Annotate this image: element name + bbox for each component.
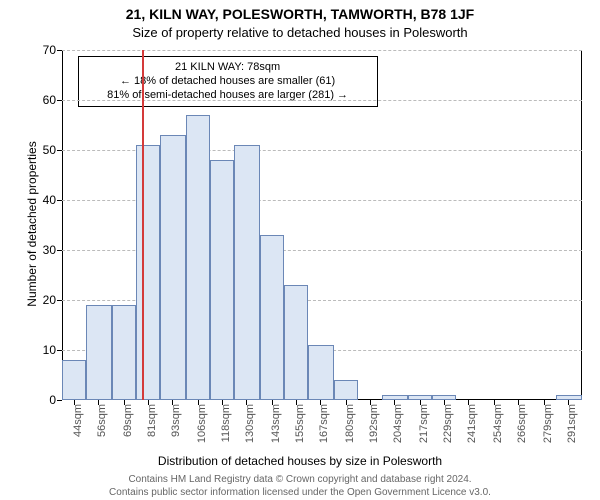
histogram-chart: 21 KILN WAY: 78sqm ← 18% of detached hou… [62, 50, 582, 400]
x-tick-label: 143sqm [270, 404, 282, 443]
x-tick-label: 118sqm [220, 404, 232, 442]
histogram-bar [234, 145, 260, 400]
chart-title-main: 21, KILN WAY, POLESWORTH, TAMWORTH, B78 … [0, 6, 600, 22]
y-tick-label: 10 [43, 343, 62, 357]
histogram-bar [284, 285, 308, 400]
y-tick-label: 50 [43, 143, 62, 157]
x-tick-label: 180sqm [344, 404, 356, 443]
footer-line-2: Contains public sector information licen… [0, 487, 600, 498]
histogram-bar [334, 380, 358, 400]
annotation-line-1: 21 KILN WAY: 78sqm [87, 61, 369, 75]
x-tick-label: 44sqm [72, 404, 84, 437]
histogram-bar [62, 360, 86, 400]
x-tick-label: 192sqm [368, 404, 380, 443]
histogram-bar [86, 305, 112, 400]
x-tick-label: 155sqm [294, 404, 306, 443]
y-tick-label: 70 [43, 43, 62, 57]
histogram-bar [260, 235, 284, 400]
y-tick-label: 30 [43, 243, 62, 257]
histogram-bar [136, 145, 160, 400]
x-tick-label: 69sqm [122, 404, 134, 437]
x-tick-label: 204sqm [392, 404, 404, 443]
x-tick-label: 266sqm [516, 404, 528, 443]
histogram-bar [160, 135, 186, 400]
x-tick-label: 106sqm [196, 404, 208, 443]
y-tick-label: 60 [43, 93, 62, 107]
histogram-bar [186, 115, 210, 400]
x-tick-label: 130sqm [244, 404, 256, 443]
y-tick-label: 20 [43, 293, 62, 307]
grid-line [62, 50, 582, 51]
x-tick-label: 229sqm [442, 404, 454, 443]
x-tick-label: 81sqm [146, 404, 158, 437]
histogram-bar [308, 345, 334, 400]
footer-line-1: Contains HM Land Registry data © Crown c… [0, 474, 600, 485]
x-tick-label: 56sqm [96, 404, 108, 437]
x-tick-label: 93sqm [170, 404, 182, 437]
histogram-bar [556, 395, 582, 400]
x-tick-label: 241sqm [466, 404, 478, 443]
x-tick-label: 291sqm [566, 404, 578, 443]
grid-line [62, 100, 582, 101]
x-tick-label: 279sqm [542, 404, 554, 443]
x-tick-label: 254sqm [492, 404, 504, 443]
y-tick-label: 40 [43, 193, 62, 207]
chart-title-sub: Size of property relative to detached ho… [0, 25, 600, 40]
histogram-bar [210, 160, 234, 400]
x-tick-label: 217sqm [418, 404, 430, 443]
annotation-line-2: ← 18% of detached houses are smaller (61… [87, 75, 369, 89]
x-tick-label: 167sqm [318, 404, 330, 443]
histogram-bar [112, 305, 136, 400]
x-axis-title: Distribution of detached houses by size … [0, 454, 600, 468]
histogram-bar [382, 395, 408, 400]
property-size-marker [142, 50, 144, 400]
y-axis-title: Number of detached properties [25, 114, 39, 334]
y-tick-label: 0 [49, 393, 62, 407]
